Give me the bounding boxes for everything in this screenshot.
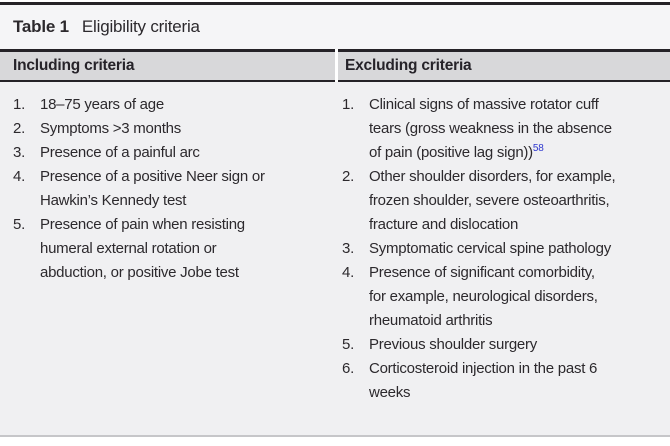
item-number: 3. xyxy=(342,240,355,257)
list-item: 4. Presence of significant comorbidity, … xyxy=(342,261,667,333)
item-text: Previous shoulder surgery xyxy=(369,336,538,353)
column-header-excluding: Excluding criteria xyxy=(338,49,670,82)
list-item: 3. Symptomatic cervical spine pathology xyxy=(342,237,667,261)
item-text: 18–75 years of age xyxy=(40,96,164,113)
item-text: Symptoms >3 months xyxy=(40,120,181,137)
item-number: 5. xyxy=(342,336,355,353)
item-text: Symptomatic cervical spine pathology xyxy=(369,240,611,257)
item-text: Presence of a painful arc xyxy=(40,144,200,161)
list-item: 2. Symptoms >3 months xyxy=(13,117,335,141)
table-header-row: Including criteria Excluding criteria xyxy=(0,49,670,82)
item-number: 2. xyxy=(342,168,355,185)
excluding-criteria-column: 1. Clinical signs of massive rotator cuf… xyxy=(335,82,667,435)
column-header-including: Including criteria xyxy=(0,49,335,82)
including-criteria-column: 1. 18–75 years of age 2. Symptoms >3 mon… xyxy=(0,82,335,435)
item-number: 1. xyxy=(342,96,355,113)
list-item: 5. Presence of pain when resisting humer… xyxy=(13,213,335,285)
list-item: 5. Previous shoulder surgery xyxy=(342,333,667,357)
item-text: Presence of pain when resisting humeral … xyxy=(40,216,245,281)
item-number: 2. xyxy=(13,120,26,137)
reference-link-58[interactable]: 58 xyxy=(532,143,544,154)
list-item: 1. Clinical signs of massive rotator cuf… xyxy=(342,93,667,165)
list-item: 4. Presence of a positive Neer sign or H… xyxy=(13,165,335,213)
list-item: 6. Corticosteroid injection in the past … xyxy=(342,357,667,405)
item-text: Clinical signs of massive rotator cuff t… xyxy=(369,96,612,161)
including-criteria-list: 1. 18–75 years of age 2. Symptoms >3 mon… xyxy=(13,93,335,285)
table-caption: Table 1 Eligibility criteria xyxy=(0,5,670,49)
table-number-label: Table 1 xyxy=(13,17,69,36)
list-item: 2. Other shoulder disorders, for example… xyxy=(342,165,667,237)
item-number: 6. xyxy=(342,360,355,377)
item-number: 4. xyxy=(342,264,355,281)
item-text: Corticosteroid injection in the past 6 w… xyxy=(369,360,598,401)
list-item: 3. Presence of a painful arc xyxy=(13,141,335,165)
item-text: Presence of significant comorbidity, for… xyxy=(369,264,598,329)
table-body: 1. 18–75 years of age 2. Symptoms >3 mon… xyxy=(0,82,670,437)
item-number: 3. xyxy=(13,144,26,161)
item-text: Other shoulder disorders, for example, f… xyxy=(369,168,616,233)
item-number: 1. xyxy=(13,96,26,113)
item-number: 5. xyxy=(13,216,26,233)
item-text: Presence of a positive Neer sign or Hawk… xyxy=(40,168,265,209)
item-number: 4. xyxy=(13,168,26,185)
top-rule-divider xyxy=(0,2,670,5)
table-title: Eligibility criteria xyxy=(81,17,200,36)
excluding-criteria-list: 1. Clinical signs of massive rotator cuf… xyxy=(342,93,667,405)
list-item: 1. 18–75 years of age xyxy=(13,93,335,117)
